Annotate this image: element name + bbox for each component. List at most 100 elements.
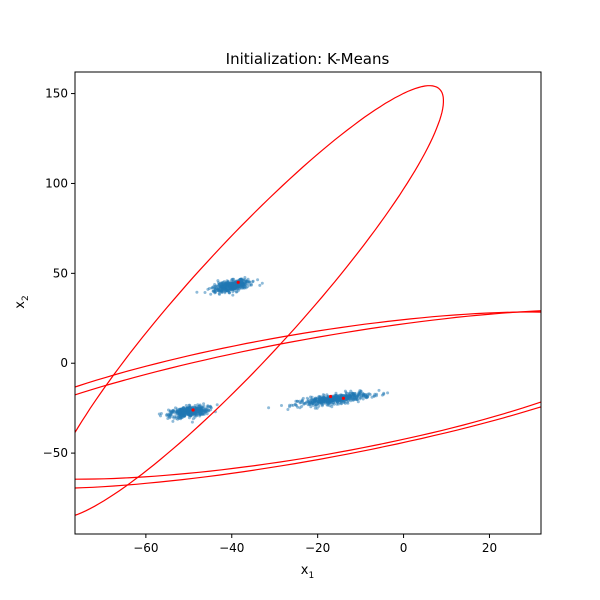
scatter-point xyxy=(294,403,298,407)
scatter-point xyxy=(243,276,247,279)
scatter-point xyxy=(366,394,370,398)
scatter-point xyxy=(230,284,234,287)
scatter-point xyxy=(175,407,179,411)
scatter-point xyxy=(177,413,181,417)
x-tick-label: −20 xyxy=(305,541,330,555)
scatter-point xyxy=(166,417,170,420)
scatter-point xyxy=(159,414,162,418)
x-axis-label: x1 xyxy=(301,563,314,581)
scatter-point xyxy=(159,412,163,415)
scatter-point xyxy=(373,392,377,396)
scatter-point xyxy=(321,403,325,406)
scatter-point xyxy=(310,398,314,402)
scatter-point xyxy=(308,403,312,407)
scatter-point xyxy=(167,412,171,416)
scatter-point xyxy=(201,412,205,416)
scatter-point xyxy=(329,397,333,401)
scatter-point xyxy=(347,395,350,399)
scatter-point xyxy=(321,393,325,397)
scatter-point xyxy=(330,402,334,406)
scatter-point xyxy=(370,395,374,399)
scatter-point xyxy=(203,291,207,294)
scatter-point xyxy=(240,286,244,290)
y-tick-label: 0 xyxy=(60,356,68,370)
scatter-point xyxy=(233,285,237,289)
scatter-point xyxy=(196,403,200,407)
scatter-point xyxy=(232,277,236,281)
scatter-point xyxy=(170,411,174,415)
scatter-point xyxy=(300,404,304,408)
covariance-ellipses xyxy=(75,85,541,516)
scatter-point xyxy=(325,393,329,397)
cluster-center-marker xyxy=(191,408,195,412)
scatter-point xyxy=(361,394,365,398)
scatter-point xyxy=(350,391,354,395)
x-tick-label: −60 xyxy=(133,541,158,555)
scatter-point xyxy=(215,403,219,407)
scatter-point xyxy=(178,408,182,412)
x-axis-label-sub: 1 xyxy=(308,571,314,581)
scatter-point xyxy=(309,395,312,399)
scatter-point xyxy=(343,389,347,393)
scatter-point xyxy=(260,281,264,285)
x-tick-label: 0 xyxy=(400,541,408,555)
y-axis-label: x2 xyxy=(13,295,31,308)
scatter-point xyxy=(361,391,365,395)
scatter-point xyxy=(167,408,170,412)
scatter-point xyxy=(317,404,321,408)
scatter-point xyxy=(343,401,347,405)
scatter-point xyxy=(187,407,191,411)
scatter-point xyxy=(337,402,340,406)
scatter-point xyxy=(195,290,199,294)
scatter-points xyxy=(157,276,390,424)
scatter-point xyxy=(319,398,323,401)
scatter-point xyxy=(206,404,210,408)
scatter-point xyxy=(280,404,283,407)
scatter-point xyxy=(197,409,201,413)
scatter-point xyxy=(188,410,192,414)
scatter-point xyxy=(367,392,371,396)
x-axis-label-base: x xyxy=(301,563,309,578)
scatter-point xyxy=(256,278,260,282)
scatter-point xyxy=(310,401,314,405)
scatter-point xyxy=(209,405,212,409)
scatter-point xyxy=(353,395,357,399)
scatter-point xyxy=(228,286,232,290)
scatter-point xyxy=(215,287,219,291)
axes-frame xyxy=(74,71,542,535)
y-axis-label-base: x xyxy=(13,301,28,309)
scatter-point xyxy=(238,277,242,281)
scatter-point xyxy=(223,291,227,295)
scatter-point xyxy=(302,402,306,406)
scatter-point xyxy=(245,279,249,283)
scatter-point xyxy=(340,401,344,405)
scatter-point xyxy=(313,402,317,406)
scatter-point xyxy=(217,282,221,286)
plot-area xyxy=(75,85,541,516)
scatter-point xyxy=(191,405,194,409)
scatter-point xyxy=(299,401,303,405)
scatter-point xyxy=(165,412,169,416)
scatter-point xyxy=(221,285,225,289)
scatter-point xyxy=(312,398,316,402)
scatter-point xyxy=(229,279,233,283)
cluster-center-marker xyxy=(341,396,345,400)
scatter-point xyxy=(350,394,353,398)
covariance-ellipse xyxy=(75,310,541,489)
scatter-point xyxy=(206,287,210,291)
covariance-ellipse xyxy=(75,85,444,516)
scatter-point xyxy=(211,289,215,293)
scatter-point xyxy=(243,285,247,289)
y-tick-label: 150 xyxy=(45,87,68,101)
scatter-point xyxy=(258,283,262,287)
scatter-point xyxy=(187,416,191,420)
scatter-point xyxy=(171,419,175,423)
scatter-point xyxy=(296,399,299,403)
covariance-ellipse xyxy=(75,311,541,480)
y-axis-ticks: −50 0 50 100 150 xyxy=(43,87,75,460)
scatter-point xyxy=(234,290,238,294)
scatter-point xyxy=(326,399,330,403)
scatter-point xyxy=(210,286,214,290)
scatter-point xyxy=(345,397,349,401)
